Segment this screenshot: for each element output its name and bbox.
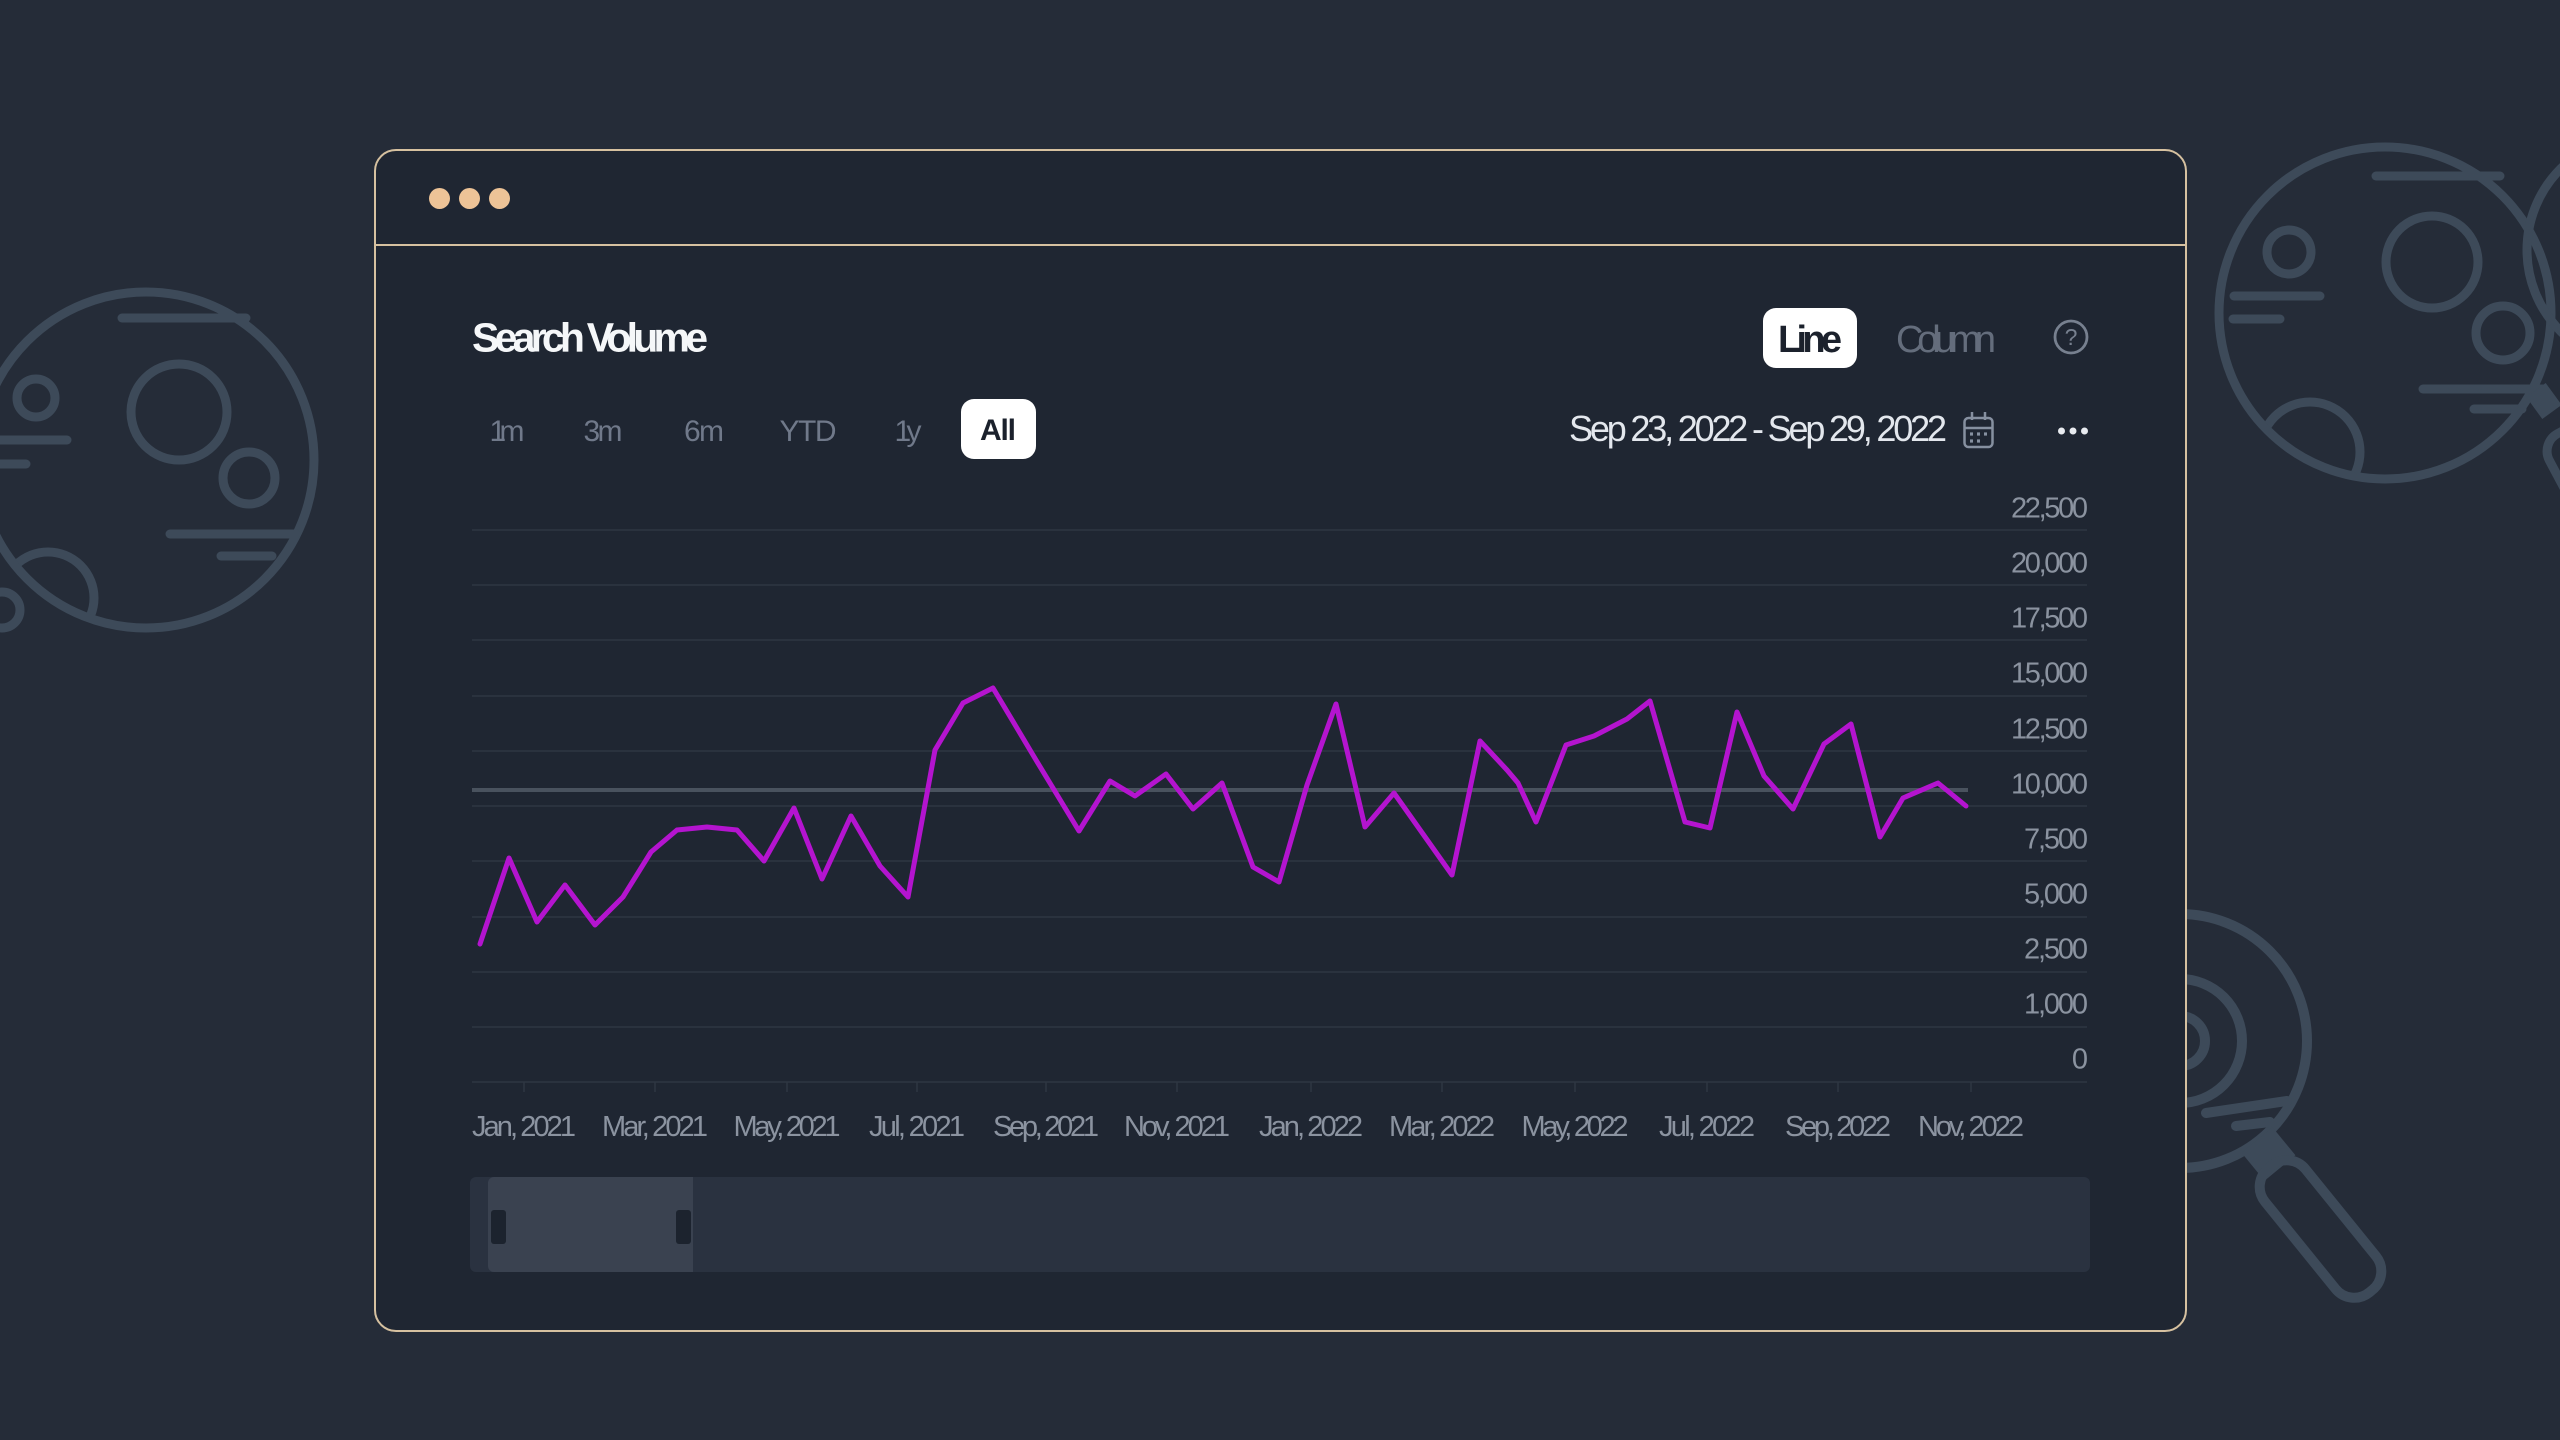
svg-text:3m: 3m <box>584 415 623 448</box>
svg-text:1y: 1y <box>895 415 922 448</box>
svg-text:May, 2021: May, 2021 <box>734 1111 841 1143</box>
svg-text:22,500: 22,500 <box>2011 493 2088 525</box>
svg-text:0: 0 <box>2072 1044 2088 1076</box>
svg-text:5,000: 5,000 <box>2024 879 2088 911</box>
svg-text:Jul, 2021: Jul, 2021 <box>869 1111 965 1143</box>
svg-text:17,500: 17,500 <box>2011 603 2088 635</box>
svg-text:All: All <box>980 414 1016 447</box>
svg-text:YTD: YTD <box>780 415 837 448</box>
svg-text:10,000: 10,000 <box>2011 769 2088 801</box>
svg-text:Search Volume: Search Volume <box>472 315 708 361</box>
svg-text:Sep, 2022: Sep, 2022 <box>1785 1111 1891 1143</box>
svg-text:Jan, 2021: Jan, 2021 <box>472 1111 576 1143</box>
svg-text:1,000: 1,000 <box>2024 989 2088 1021</box>
svg-text:Column: Column <box>1896 319 1996 361</box>
svg-text:20,000: 20,000 <box>2011 548 2088 580</box>
svg-text:Jan, 2022: Jan, 2022 <box>1259 1111 1363 1143</box>
svg-text:?: ? <box>2065 324 2078 350</box>
svg-text:Mar, 2022: Mar, 2022 <box>1389 1111 1495 1143</box>
svg-text:1m: 1m <box>490 415 525 448</box>
svg-text:7,500: 7,500 <box>2024 824 2088 856</box>
svg-text:Mar, 2021: Mar, 2021 <box>602 1111 708 1143</box>
svg-text:Sep 23, 2022 - Sep 29, 2022: Sep 23, 2022 - Sep 29, 2022 <box>1569 408 1947 449</box>
svg-text:2,500: 2,500 <box>2024 934 2088 966</box>
svg-text:12,500: 12,500 <box>2011 714 2088 746</box>
svg-text:6m: 6m <box>684 415 724 448</box>
svg-text:Nov, 2021: Nov, 2021 <box>1124 1111 1230 1143</box>
svg-text:May, 2022: May, 2022 <box>1522 1111 1629 1143</box>
svg-text:Sep, 2021: Sep, 2021 <box>993 1111 1099 1143</box>
svg-text:Line: Line <box>1778 319 1842 361</box>
svg-text:Nov, 2022: Nov, 2022 <box>1918 1111 2024 1143</box>
svg-text:15,000: 15,000 <box>2011 658 2088 690</box>
svg-text:Jul, 2022: Jul, 2022 <box>1659 1111 1755 1143</box>
